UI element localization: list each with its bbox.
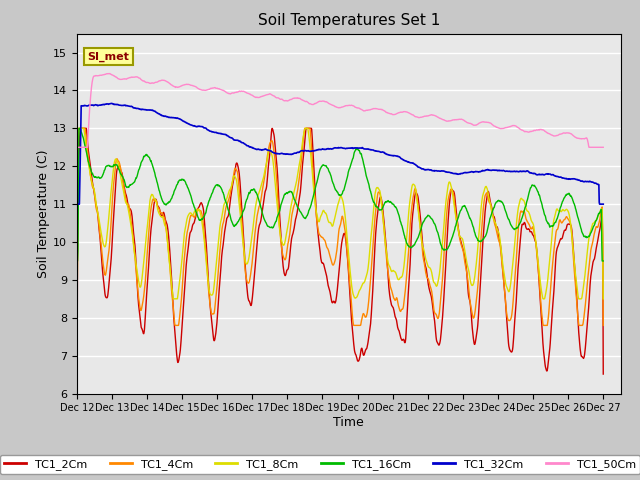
TC1_4Cm (250, 249, 257, 255)
TC1_2Cm (177, 333, 185, 338)
Y-axis label: Soil Temperature (C): Soil Temperature (C) (37, 149, 50, 278)
TC1_8Cm (491, 218, 499, 224)
TC1_8Cm (250, 224, 257, 229)
TC1_16Cm (537, 199, 545, 204)
TC1_32Cm (108, 100, 115, 106)
Line: TC1_4Cm: TC1_4Cm (77, 128, 604, 325)
TC1_2Cm (537, 309, 545, 314)
TC1_50Cm (250, 93, 257, 99)
TC1_4Cm (75, 125, 83, 131)
TC1_4Cm (491, 221, 499, 227)
TC1_16Cm (600, 258, 607, 264)
TC1_2Cm (491, 216, 499, 221)
TC1_32Cm (177, 117, 185, 123)
Line: TC1_2Cm: TC1_2Cm (77, 128, 604, 375)
Line: TC1_32Cm: TC1_32Cm (77, 103, 604, 204)
Title: Soil Temperatures Set 1: Soil Temperatures Set 1 (258, 13, 440, 28)
TC1_32Cm (422, 167, 429, 173)
TC1_50Cm (491, 123, 499, 129)
TC1_8Cm (537, 285, 545, 291)
TC1_16Cm (177, 177, 185, 183)
TC1_8Cm (190, 209, 198, 215)
TC1_50Cm (422, 113, 429, 119)
Line: TC1_16Cm: TC1_16Cm (77, 128, 604, 261)
TC1_32Cm (250, 145, 257, 151)
TC1_32Cm (73, 201, 81, 207)
Legend: TC1_2Cm, TC1_4Cm, TC1_8Cm, TC1_16Cm, TC1_32Cm, TC1_50Cm: TC1_2Cm, TC1_4Cm, TC1_8Cm, TC1_16Cm, TC1… (0, 455, 640, 474)
TC1_2Cm (190, 219, 198, 225)
X-axis label: Time: Time (333, 416, 364, 429)
TC1_8Cm (73, 296, 81, 302)
TC1_4Cm (600, 323, 607, 328)
TC1_16Cm (422, 215, 429, 221)
TC1_50Cm (73, 144, 81, 150)
TC1_16Cm (190, 204, 198, 210)
TC1_50Cm (190, 83, 198, 89)
TC1_50Cm (106, 71, 113, 76)
TC1_16Cm (250, 187, 257, 192)
TC1_2Cm (422, 264, 429, 270)
TC1_32Cm (190, 123, 198, 129)
TC1_50Cm (537, 127, 545, 132)
TC1_16Cm (73, 258, 81, 264)
TC1_32Cm (537, 172, 545, 178)
TC1_32Cm (491, 168, 499, 173)
TC1_32Cm (600, 201, 607, 207)
TC1_4Cm (73, 323, 81, 328)
TC1_8Cm (177, 262, 185, 268)
Text: SI_met: SI_met (88, 51, 129, 62)
Line: TC1_8Cm: TC1_8Cm (77, 128, 604, 299)
Line: TC1_50Cm: TC1_50Cm (77, 73, 604, 147)
TC1_8Cm (75, 125, 83, 131)
TC1_50Cm (600, 144, 607, 150)
TC1_50Cm (177, 83, 185, 89)
TC1_2Cm (77, 125, 84, 131)
TC1_2Cm (73, 372, 81, 378)
TC1_16Cm (75, 125, 83, 131)
TC1_4Cm (190, 215, 198, 220)
TC1_8Cm (422, 257, 429, 263)
TC1_4Cm (422, 270, 429, 276)
TC1_2Cm (600, 371, 607, 377)
TC1_16Cm (491, 203, 499, 209)
TC1_8Cm (600, 296, 607, 302)
TC1_2Cm (250, 287, 257, 293)
TC1_4Cm (177, 296, 185, 302)
TC1_4Cm (537, 303, 545, 309)
